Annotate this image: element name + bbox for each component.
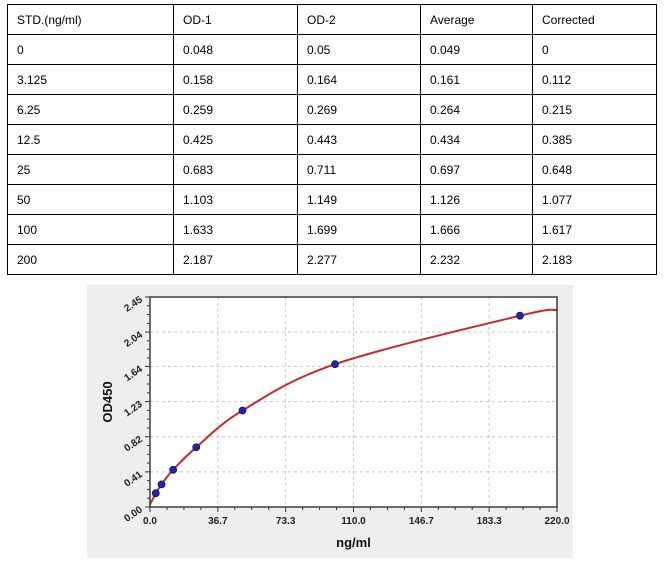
y-tick-label: 2.04 (122, 329, 145, 349)
table-cell: 6.25 (7, 94, 174, 125)
column-header: Average (420, 4, 533, 35)
x-tick-label: 73.3 (276, 516, 296, 527)
standard-curve-plot: 0.0 36.7 73.3 110.0 146.7 183.3 220.0 0.00 0.41 0… (100, 294, 570, 550)
x-tick-label: 110.0 (341, 516, 366, 527)
table-row: 12.5 0.425 0.443 0.434 0.385 (7, 124, 657, 155)
x-tick-label: 36.7 (208, 516, 228, 527)
x-tick-label: 146.7 (409, 516, 434, 527)
standards-table: STD.(ng/ml) OD-1 OD-2 Average Corrected 0 0.0… (7, 4, 657, 275)
column-header: OD-2 (297, 4, 421, 35)
table-row: 3.125 0.158 0.164 0.161 0.112 (7, 64, 657, 95)
table-cell: 0.434 (420, 124, 533, 155)
table-cell: 0 (7, 34, 174, 65)
table-cell: 0.385 (532, 124, 657, 155)
table-cell: 0 (532, 34, 657, 65)
table-cell: 0.112 (532, 64, 657, 95)
table-cell: 0.683 (173, 154, 298, 185)
table-cell: 1.103 (173, 184, 298, 215)
table-cell: 0.425 (173, 124, 298, 155)
data-point (157, 480, 166, 489)
table-cell: 0.048 (173, 34, 298, 65)
y-tick-label: 1.64 (122, 364, 145, 384)
y-tick-label: 0.00 (122, 504, 145, 524)
table-cell: 50 (7, 184, 174, 215)
table-cell: 0.158 (173, 64, 298, 95)
table-cell: 0.711 (297, 154, 421, 185)
table-row: 6.25 0.259 0.269 0.264 0.215 (7, 94, 657, 125)
table-row: 25 0.683 0.711 0.697 0.648 (7, 154, 657, 185)
table-cell: 0.259 (173, 94, 298, 125)
table-cell: 1.126 (420, 184, 533, 215)
table-header-row: STD.(ng/ml) OD-1 OD-2 Average Corrected (7, 4, 657, 35)
table-cell: 0.161 (420, 64, 533, 95)
table-cell: 0.697 (420, 154, 533, 185)
y-tick-label: 2.45 (122, 294, 145, 314)
column-header: STD.(ng/ml) (7, 4, 174, 35)
y-tick-label: 0.41 (122, 469, 145, 489)
table-row: 50 1.103 1.149 1.126 1.077 (7, 184, 657, 215)
table-cell: 1.077 (532, 184, 657, 215)
data-point (192, 443, 201, 452)
table-cell: 3.125 (7, 64, 174, 95)
table-cell: 0.648 (532, 154, 657, 185)
x-tick-label: 220.0 (544, 516, 569, 527)
table-cell: 12.5 (7, 124, 174, 155)
table-cell: 1.666 (420, 214, 533, 245)
x-axis-label: ng/ml (336, 535, 371, 550)
table-cell: 1.699 (297, 214, 421, 245)
table-cell: 100 (7, 214, 174, 245)
table-cell: 0.443 (297, 124, 421, 155)
table-cell: 1.149 (297, 184, 421, 215)
table-cell: 0.05 (297, 34, 421, 65)
data-point (331, 360, 339, 369)
table-cell: 1.633 (173, 214, 298, 245)
curve-line (149, 308, 558, 506)
table-row: 200 2.187 2.277 2.232 2.183 (7, 244, 657, 275)
column-header: OD-1 (173, 4, 298, 35)
data-point (238, 406, 247, 415)
y-axis-label: OD450 (100, 381, 115, 422)
table-row: 0 0.048 0.05 0.049 0 (7, 34, 657, 65)
table-cell: 25 (7, 154, 174, 185)
table-cell: 0.049 (420, 34, 533, 65)
y-tick-label: 0.82 (122, 434, 145, 454)
table-row: 100 1.633 1.699 1.666 1.617 (7, 214, 657, 245)
table-cell: 1.617 (532, 214, 657, 245)
y-tick-label: 1.23 (122, 399, 145, 419)
standard-curve-chart: 0.0 36.7 73.3 110.0 146.7 183.3 220.0 0.00 0.41 0… (87, 285, 573, 558)
x-tick-label: 183.3 (477, 516, 502, 527)
table-cell: 2.183 (532, 244, 657, 275)
table-cell: 200 (7, 244, 174, 275)
table-cell: 2.187 (173, 244, 298, 275)
table-cell: 0.269 (297, 94, 421, 125)
plot-border (149, 296, 558, 508)
table-cell: 2.277 (297, 244, 421, 275)
column-header: Corrected (532, 4, 657, 35)
table-cell: 2.232 (420, 244, 533, 275)
x-tick-label: 0.0 (143, 516, 157, 527)
table-cell: 0.264 (420, 94, 533, 125)
table-cell: 0.164 (297, 64, 421, 95)
data-point (151, 489, 160, 498)
data-point (516, 311, 524, 320)
table-cell: 0.215 (532, 94, 657, 125)
data-point (169, 465, 178, 474)
